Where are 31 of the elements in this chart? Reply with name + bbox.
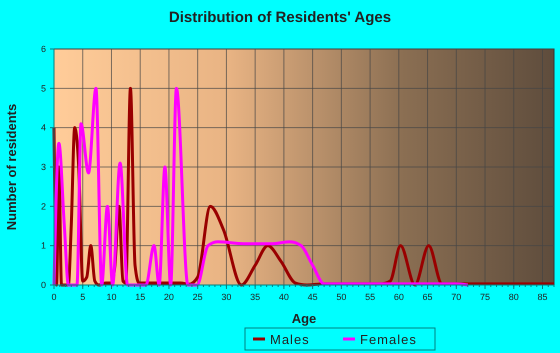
y-tick-label: 0 bbox=[40, 280, 46, 290]
x-tick-label: 75 bbox=[480, 292, 490, 302]
x-tick-label: 30 bbox=[221, 292, 232, 302]
x-tick-label: 55 bbox=[365, 292, 376, 302]
y-tick-label: 1 bbox=[40, 240, 46, 251]
x-tick-label: 40 bbox=[278, 292, 289, 302]
x-tick-label: 70 bbox=[451, 292, 462, 302]
x-tick-label: 85 bbox=[538, 292, 548, 302]
y-tick-label: 4 bbox=[40, 122, 46, 133]
x-tick-label: 35 bbox=[250, 292, 260, 302]
x-tick-label: 65 bbox=[422, 292, 433, 302]
x-tick-label: 80 bbox=[508, 292, 519, 302]
y-tick-label: 2 bbox=[40, 201, 46, 212]
x-tick-label: 0 bbox=[51, 292, 57, 302]
x-tick-label: 15 bbox=[135, 292, 146, 302]
y-tick-label: 6 bbox=[40, 44, 46, 54]
x-tick-label: 10 bbox=[106, 292, 116, 302]
x-tick-label: 25 bbox=[192, 292, 203, 302]
x-tick-label: 60 bbox=[394, 292, 404, 302]
x-axis-title: Age bbox=[292, 311, 316, 326]
legend-label: Males bbox=[270, 332, 310, 347]
line-series bbox=[52, 86, 470, 286]
legend-label: Females bbox=[360, 332, 417, 347]
x-tick-label: 50 bbox=[336, 292, 346, 302]
y-tick-label: 5 bbox=[40, 83, 46, 94]
y-axis-title: Number of residents bbox=[4, 104, 19, 230]
x-tick-label: 5 bbox=[80, 292, 86, 302]
chart-title: Distribution of Residents' Ages bbox=[168, 9, 392, 26]
y-tick-label: 3 bbox=[40, 162, 46, 172]
x-tick-label: 20 bbox=[164, 292, 174, 302]
x-tick-label: 45 bbox=[308, 292, 318, 302]
